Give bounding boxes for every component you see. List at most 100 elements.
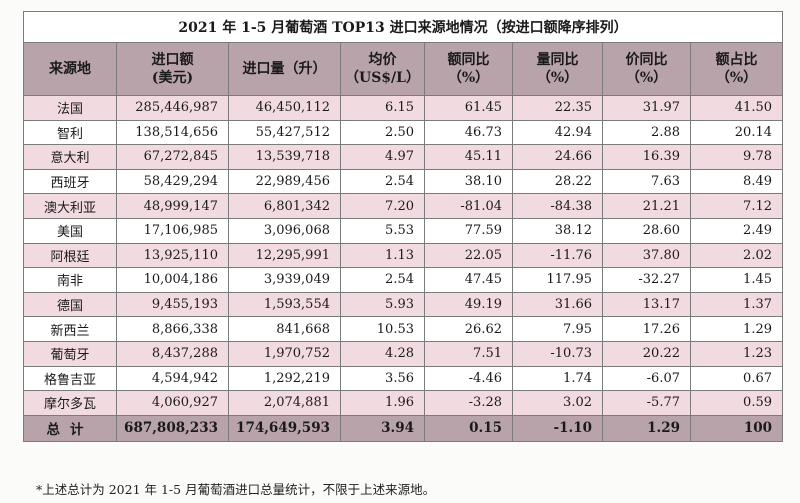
column-header-label: 量同比 — [536, 52, 579, 68]
value-cell: 7.12 — [690, 193, 783, 219]
value-cell: 31.97 — [602, 95, 691, 121]
table-body: 法国 285,446,987 46,450,112 6.15 61.45 22.35 31.… — [23, 95, 783, 442]
column-header-label: 来源地 — [49, 61, 91, 77]
table-row: 美国 17,106,985 3,096,068 5.53 77.59 38.12 28.60… — [23, 217, 783, 244]
column-header: 额同比 （%） — [424, 42, 513, 96]
value-cell: 2.54 — [340, 168, 425, 195]
value-cell: -11.76 — [512, 242, 603, 269]
table-row: 智利 138,514,656 55,427,512 2.50 46.73 42.94 2.8… — [23, 119, 783, 146]
value-cell: 1.96 — [340, 390, 425, 416]
value-cell: 28.22 — [512, 168, 603, 195]
table-row: 格鲁吉亚 4,594,942 1,292,219 3.56 -4.46 1.74 -6.07… — [23, 365, 783, 392]
origin-cell: 格鲁吉亚 — [23, 365, 117, 392]
value-cell: 1,970,752 — [228, 340, 341, 367]
value-cell: 0.67 — [690, 365, 783, 392]
value-cell: 1.74 — [512, 365, 603, 392]
value-cell: 841,668 — [228, 316, 341, 342]
origin-cell: 法国 — [23, 95, 117, 121]
value-cell: 2.50 — [340, 119, 425, 146]
value-cell: 37.80 — [602, 242, 691, 269]
value-cell: 12,295,991 — [228, 242, 341, 269]
value-cell: 22.35 — [512, 95, 603, 121]
value-cell: 1.45 — [690, 267, 783, 293]
table-title: 2021 年 1-5 月葡萄酒 TOP13 进口来源地情况（按进口额降序排列） — [23, 11, 783, 43]
table-row: 阿根廷 13,925,110 12,295,991 1.13 22.05 -11.76 37… — [23, 242, 783, 269]
value-cell: -32.27 — [602, 267, 691, 293]
origin-cell: 德国 — [23, 291, 117, 318]
total-value-cell: 174,649,593 — [228, 414, 341, 442]
total-value-cell: 687,808,233 — [116, 414, 229, 442]
value-cell: 5.53 — [340, 217, 425, 244]
table-row: 法国 285,446,987 46,450,112 6.15 61.45 22.35 31.… — [23, 95, 783, 121]
value-cell: 46,450,112 — [228, 95, 341, 121]
value-cell: -3.28 — [424, 390, 513, 416]
value-cell: 8,437,288 — [116, 340, 229, 367]
origin-cell: 摩尔多瓦 — [23, 390, 117, 416]
column-header-label: 额占比 — [715, 52, 758, 68]
value-cell: 47.45 — [424, 267, 513, 293]
origin-cell: 西班牙 — [23, 168, 117, 195]
value-cell: 4,060,927 — [116, 390, 229, 416]
column-header: 额占比 （%） — [690, 42, 783, 96]
value-cell: 5.93 — [340, 291, 425, 318]
value-cell: 31.66 — [512, 291, 603, 318]
column-header-label: 价同比 — [625, 52, 668, 68]
value-cell: 61.45 — [424, 95, 513, 121]
value-cell: 3,096,068 — [228, 217, 341, 244]
column-header: 进口量（升） — [228, 42, 341, 96]
column-header: 来源地 — [23, 42, 117, 96]
column-header-unit: （%） — [625, 70, 668, 86]
value-cell: 7.63 — [602, 168, 691, 195]
table-row: 南非 10,004,186 3,939,049 2.54 47.45 117.95 -32.… — [23, 267, 783, 293]
column-header-unit: （%） — [447, 70, 490, 86]
column-header-label: 额同比 — [447, 52, 490, 68]
value-cell: 1.13 — [340, 242, 425, 269]
total-value-cell: 1.29 — [602, 414, 691, 442]
value-cell: 1.29 — [690, 316, 783, 342]
value-cell: 285,446,987 — [116, 95, 229, 121]
origin-cell: 智利 — [23, 119, 117, 146]
table-row: 葡萄牙 8,437,288 1,970,752 4.28 7.51 -10.73 20.22… — [23, 340, 783, 367]
value-cell: 4.28 — [340, 340, 425, 367]
total-label: 总计 — [23, 414, 117, 442]
origin-cell: 美国 — [23, 217, 117, 244]
wine-import-table: 2021 年 1-5 月葡萄酒 TOP13 进口来源地情况（按进口额降序排列） … — [23, 11, 783, 442]
table-row: 意大利 67,272,845 13,539,718 4.97 45.11 24.66 16.… — [23, 144, 783, 170]
column-header: 均价 （US$/L） — [340, 42, 425, 96]
value-cell: 6.15 — [340, 95, 425, 121]
value-cell: 38.12 — [512, 217, 603, 244]
value-cell: 4,594,942 — [116, 365, 229, 392]
value-cell: 7.20 — [340, 193, 425, 219]
value-cell: 2.02 — [690, 242, 783, 269]
column-header-label: 进口量（升） — [242, 61, 327, 77]
value-cell: 13,539,718 — [228, 144, 341, 170]
table-row: 新西兰 8,866,338 841,668 10.53 26.62 7.95 17.26 1.… — [23, 316, 783, 342]
value-cell: 3.02 — [512, 390, 603, 416]
value-cell: 8,866,338 — [116, 316, 229, 342]
value-cell: 2.88 — [602, 119, 691, 146]
value-cell: 20.14 — [690, 119, 783, 146]
origin-cell: 葡萄牙 — [23, 340, 117, 367]
origin-cell: 澳大利亚 — [23, 193, 117, 219]
total-value-cell: 0.15 — [424, 414, 513, 442]
value-cell: -6.07 — [602, 365, 691, 392]
value-cell: 67,272,845 — [116, 144, 229, 170]
value-cell: 6,801,342 — [228, 193, 341, 219]
origin-cell: 意大利 — [23, 144, 117, 170]
value-cell: 46.73 — [424, 119, 513, 146]
total-row: 总计 687,808,233 174,649,593 3.94 0.15 -1.10 1.2… — [23, 414, 783, 442]
value-cell: 55,427,512 — [228, 119, 341, 146]
value-cell: 7.95 — [512, 316, 603, 342]
value-cell: 58,429,294 — [116, 168, 229, 195]
value-cell: 13.17 — [602, 291, 691, 318]
value-cell: 8.49 — [690, 168, 783, 195]
header-row: 来源地 进口额 (美元) 进口量（升） 均价 （US$/L） 额同比 （%） 量同比 （%） 价同比… — [23, 42, 783, 96]
value-cell: 10,004,186 — [116, 267, 229, 293]
value-cell: 10.53 — [340, 316, 425, 342]
column-header-unit: （%） — [715, 70, 758, 86]
value-cell: 9,455,193 — [116, 291, 229, 318]
value-cell: 3.56 — [340, 365, 425, 392]
value-cell: 42.94 — [512, 119, 603, 146]
value-cell: 17.26 — [602, 316, 691, 342]
value-cell: 9.78 — [690, 144, 783, 170]
